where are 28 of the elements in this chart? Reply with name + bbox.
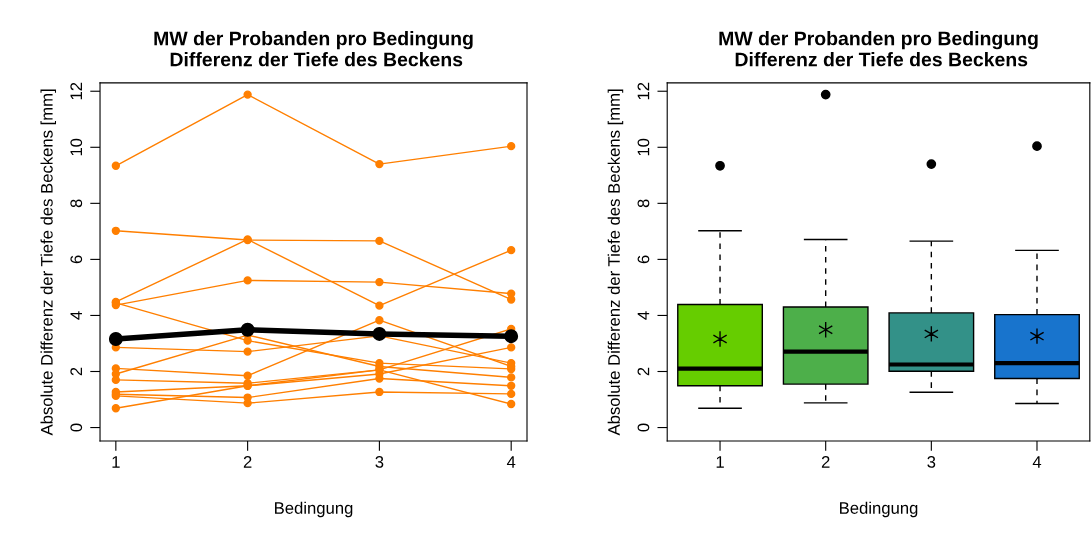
chart-title: MW der Probanden pro Bedingung Differenz der Tiefe des Beckens xyxy=(154,31,473,67)
x-tick-label: 2 xyxy=(821,456,830,468)
x-tick-label: 4 xyxy=(506,456,516,468)
x-tick-label: 1 xyxy=(716,456,724,468)
y-axis-title: Absolute Differenz der Tiefe des Beckens [mm] xyxy=(40,89,57,436)
x-tick-label: 3 xyxy=(927,456,936,468)
x-tick-label: 2 xyxy=(243,456,252,468)
y-tick-label: 6 xyxy=(637,255,650,264)
y-tick-label: 10 xyxy=(70,138,83,156)
x-axis-title: Bedingung xyxy=(275,501,353,518)
y-tick-label: 4 xyxy=(637,311,650,320)
y-tick-label: 8 xyxy=(70,199,83,208)
x-tick-label: 4 xyxy=(1032,456,1042,468)
y-tick-label: 6 xyxy=(70,255,83,264)
chart-title: MW der Probanden pro Bedingung Differenz der Tiefe des Beckens xyxy=(719,31,1038,67)
y-tick-label: 8 xyxy=(637,199,650,208)
y-tick-label: 12 xyxy=(637,82,650,100)
y-tick-label: 0 xyxy=(70,423,83,432)
x-axis-title: Bedingung xyxy=(840,501,918,518)
x-tick-label: 3 xyxy=(375,456,384,468)
y-tick-label: 10 xyxy=(637,138,650,156)
y-tick-label: 2 xyxy=(70,367,82,376)
y-tick-label: 12 xyxy=(70,82,82,100)
y-tick-label: 0 xyxy=(637,423,650,432)
y-tick-label: 2 xyxy=(637,367,650,376)
x-tick-label: 1 xyxy=(112,456,120,468)
y-axis-title: Absolute Differenz der Tiefe des Beckens [mm] xyxy=(607,89,624,436)
y-tick-label: 4 xyxy=(70,311,82,320)
